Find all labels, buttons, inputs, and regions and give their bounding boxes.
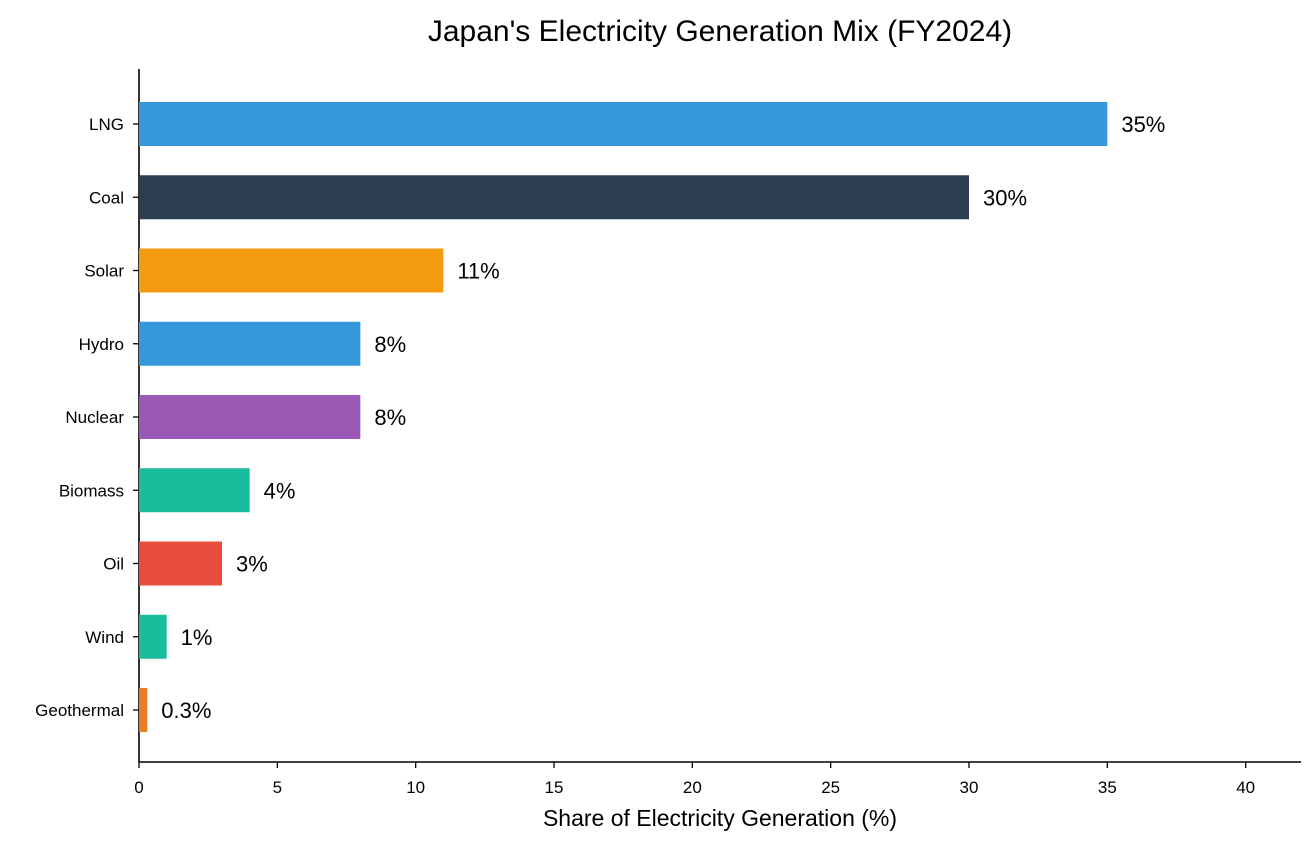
x-tick-label: 30 <box>960 778 979 797</box>
bar <box>139 468 250 513</box>
data-label: 30% <box>983 185 1027 210</box>
x-tick-label: 35 <box>1098 778 1117 797</box>
bar <box>139 102 1108 146</box>
x-tick-label: 5 <box>273 778 282 797</box>
data-label: 35% <box>1121 112 1165 137</box>
data-label: 3% <box>236 552 268 577</box>
y-tick-label: Nuclear <box>65 408 124 427</box>
y-tick-label: Geothermal <box>35 701 124 720</box>
data-label: 1% <box>181 625 213 650</box>
x-ticks: 0 5 10 15 20 25 30 35 40 <box>134 762 1255 797</box>
x-tick-label: 25 <box>821 778 840 797</box>
x-axis-label: Share of Electricity Generation (%) <box>543 805 897 831</box>
y-tick-label: Hydro <box>79 335 124 354</box>
bar <box>139 541 222 586</box>
x-tick-label: 10 <box>406 778 425 797</box>
chart-title: Japan's Electricity Generation Mix (FY20… <box>428 15 1012 48</box>
x-tick-label: 15 <box>545 778 564 797</box>
y-tick-label: Wind <box>85 628 124 647</box>
x-tick-label: 0 <box>134 778 143 797</box>
y-ticks: LNG Coal Solar Hydro Nuclear Biomass Oil Wind Ge… <box>35 115 139 720</box>
bar <box>139 395 361 439</box>
bar <box>139 321 361 366</box>
y-tick-label: Coal <box>89 188 124 207</box>
data-label: 0.3% <box>161 698 211 723</box>
data-label: 4% <box>264 478 296 503</box>
bar <box>139 614 167 659</box>
x-tick-label: 40 <box>1236 778 1255 797</box>
bar <box>139 175 969 220</box>
bars: 35% 30% 11% 8% 8% 4% 3% 1% 0.3% <box>139 102 1165 732</box>
data-label: 8% <box>374 405 406 430</box>
y-tick-label: Biomass <box>59 481 124 500</box>
y-tick-label: LNG <box>89 115 124 134</box>
bar <box>139 248 444 293</box>
bar <box>139 688 148 732</box>
data-label: 11% <box>457 259 499 284</box>
y-tick-label: Oil <box>103 555 124 574</box>
x-tick-label: 20 <box>683 778 702 797</box>
data-label: 8% <box>374 332 406 357</box>
y-tick-label: Solar <box>84 262 124 281</box>
